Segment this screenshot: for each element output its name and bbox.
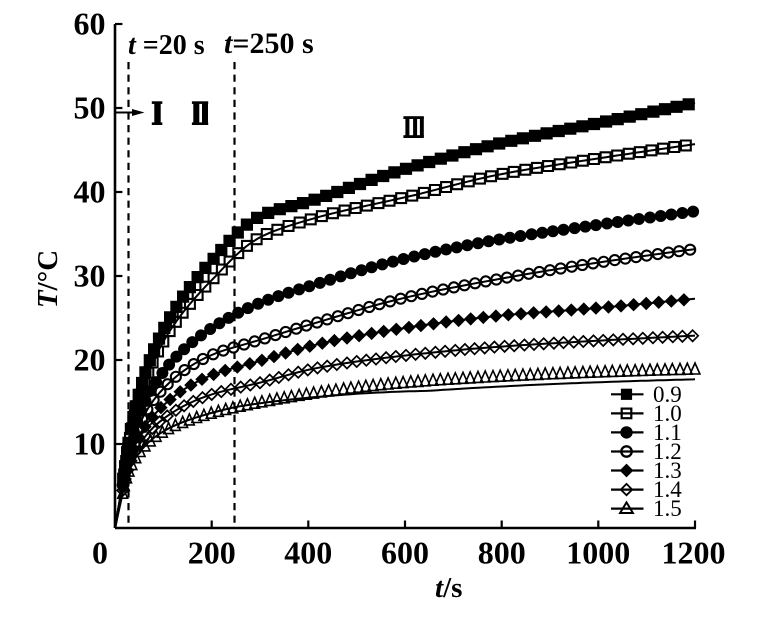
svg-text:10: 10 xyxy=(74,426,106,462)
svg-text:200: 200 xyxy=(188,535,236,571)
svg-text:T/°C: T/°C xyxy=(32,250,64,308)
svg-text:t =20 s: t =20 s xyxy=(128,30,205,61)
svg-text:40: 40 xyxy=(74,174,106,210)
svg-text:1.5: 1.5 xyxy=(653,496,682,521)
svg-text:30: 30 xyxy=(74,258,106,294)
svg-text:0: 0 xyxy=(92,535,108,571)
svg-text:1.1: 1.1 xyxy=(653,420,682,445)
svg-text:800: 800 xyxy=(478,535,526,571)
svg-text:t/s: t/s xyxy=(435,572,462,604)
svg-text:0.9: 0.9 xyxy=(653,382,682,407)
svg-text:1.4: 1.4 xyxy=(653,477,682,502)
svg-text:1200: 1200 xyxy=(662,535,726,571)
svg-text:1.2: 1.2 xyxy=(653,439,682,464)
svg-text:400: 400 xyxy=(284,535,332,571)
svg-text:1000: 1000 xyxy=(566,535,630,571)
svg-text:t=250 s: t=250 s xyxy=(224,27,314,60)
svg-text:20: 20 xyxy=(74,342,106,378)
svg-text:60: 60 xyxy=(74,6,106,42)
svg-text:1.3: 1.3 xyxy=(653,458,682,483)
svg-text:600: 600 xyxy=(381,535,429,571)
svg-text:1.0: 1.0 xyxy=(653,401,682,426)
svg-text:50: 50 xyxy=(74,90,106,126)
